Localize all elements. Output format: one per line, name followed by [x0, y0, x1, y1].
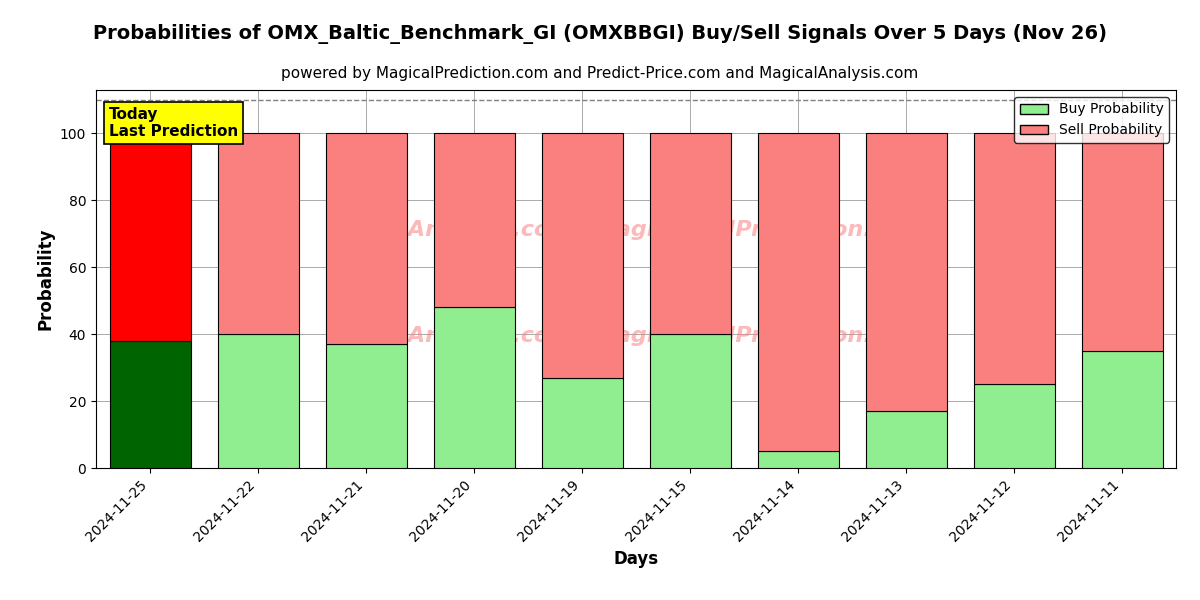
Bar — [325, 133, 407, 344]
Y-axis label: Probability: Probability — [36, 228, 54, 330]
Bar — [541, 377, 623, 468]
Bar — [1081, 351, 1163, 468]
Bar — [1081, 133, 1163, 351]
Bar — [973, 133, 1055, 385]
Legend: Buy Probability, Sell Probability: Buy Probability, Sell Probability — [1014, 97, 1169, 143]
Bar — [757, 133, 839, 451]
Text: Today
Last Prediction: Today Last Prediction — [109, 107, 239, 139]
Bar — [649, 334, 731, 468]
Text: calAnalysis.co  Magica  IPrediction.co: calAnalysis.co Magica IPrediction.co — [372, 326, 900, 346]
Bar — [865, 411, 947, 468]
Bar — [973, 385, 1055, 468]
X-axis label: Days: Days — [613, 550, 659, 568]
Bar — [649, 133, 731, 334]
Bar — [325, 344, 407, 468]
Bar — [217, 334, 299, 468]
Bar — [109, 341, 191, 468]
Bar — [433, 307, 515, 468]
Bar — [433, 133, 515, 307]
Bar — [217, 133, 299, 334]
Text: Probabilities of OMX_Baltic_Benchmark_GI (OMXBBGI) Buy/Sell Signals Over 5 Days : Probabilities of OMX_Baltic_Benchmark_GI… — [94, 24, 1108, 44]
Text: powered by MagicalPrediction.com and Predict-Price.com and MagicalAnalysis.com: powered by MagicalPrediction.com and Pre… — [281, 66, 919, 81]
Bar — [865, 133, 947, 411]
Text: calAnalysis.co  Magica  IPrediction.co: calAnalysis.co Magica IPrediction.co — [372, 220, 900, 240]
Bar — [109, 133, 191, 341]
Bar — [541, 133, 623, 377]
Bar — [757, 451, 839, 468]
